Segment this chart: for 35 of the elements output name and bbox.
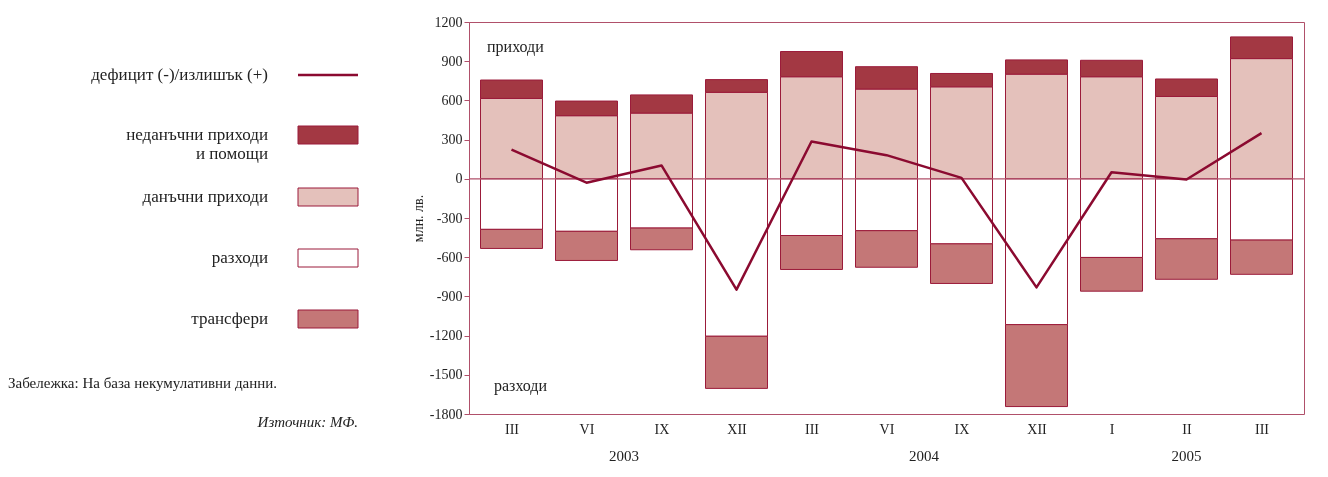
y-tick-label: 1200 bbox=[434, 14, 463, 30]
x-tick-label: III bbox=[805, 421, 820, 437]
annotation: приходи bbox=[487, 38, 545, 56]
x-tick-label: VI bbox=[579, 421, 595, 437]
legend-label: дефицит (-)/излишък (+) bbox=[91, 65, 268, 84]
legend-label: трансфери bbox=[191, 309, 268, 328]
x-tick-label: XII bbox=[1027, 421, 1048, 437]
text: Забележка: На база некумулативни данни. bbox=[8, 375, 278, 391]
text: 2003 bbox=[609, 448, 639, 464]
y-tick-label: 300 bbox=[441, 132, 463, 148]
x-tick-label: III bbox=[1255, 421, 1270, 437]
y-tick-label: -1500 bbox=[429, 367, 463, 383]
x-tick-label: VI bbox=[879, 421, 895, 437]
legend-label: неданъчни приходи и помощи bbox=[126, 125, 268, 163]
text: 2005 bbox=[1171, 448, 1202, 464]
y-tick-label: -1800 bbox=[429, 406, 463, 422]
legend-label: разходи bbox=[211, 248, 268, 267]
text: 2004 bbox=[909, 448, 940, 464]
y-tick-label: 600 bbox=[441, 92, 463, 108]
y-tick-label: -600 bbox=[436, 249, 463, 265]
y-tick-label: 0 bbox=[455, 171, 463, 187]
legend-label: данъчни приходи bbox=[142, 187, 268, 206]
y-tick-label: 900 bbox=[441, 53, 463, 69]
x-tick-label: II bbox=[1182, 421, 1192, 437]
y-tick-label: -1200 bbox=[429, 328, 463, 344]
x-tick-label: XII bbox=[727, 421, 748, 437]
x-tick-label: III bbox=[505, 421, 520, 437]
text: Източник: МФ. bbox=[256, 414, 358, 430]
x-tick-label: IX bbox=[954, 421, 970, 437]
y-tick-label: -300 bbox=[436, 210, 463, 226]
annotation: разходи bbox=[494, 377, 548, 395]
y-tick-label: -900 bbox=[436, 288, 463, 304]
x-tick-label: IX bbox=[654, 421, 670, 437]
x-tick-label: I bbox=[1109, 421, 1115, 437]
y-axis-title: млн. лв. bbox=[410, 194, 426, 243]
